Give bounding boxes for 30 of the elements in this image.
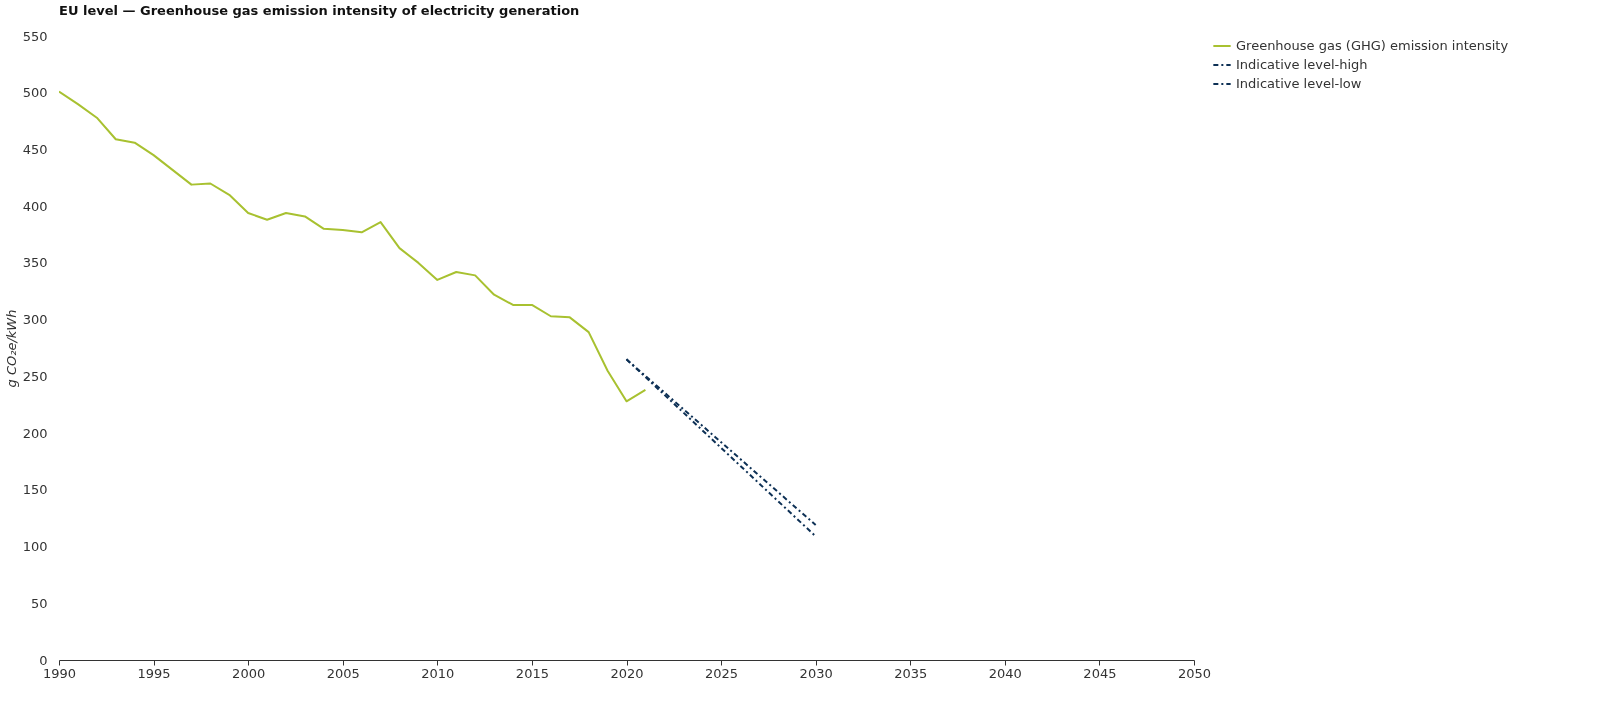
y-tick-label: 450: [22, 141, 48, 157]
y-tick-label: 550: [22, 28, 48, 44]
legend-label: Indicative level-high: [1236, 57, 1368, 72]
y-tick-label: 50: [30, 595, 48, 611]
y-tick-label: 350: [22, 255, 48, 271]
x-tick-label: 2050: [1177, 665, 1212, 681]
x-tick-label: 2005: [326, 665, 360, 681]
x-tick-label: 2020: [610, 665, 644, 681]
chart-title: EU level — Greenhouse gas emission intensity of electricity generation: [59, 3, 580, 18]
x-tick-label: 2000: [232, 665, 266, 681]
y-axis-title: g CO₂e/kWh: [3, 309, 19, 388]
y-tick-label: 500: [22, 85, 48, 101]
legend-label: Indicative level-low: [1236, 76, 1362, 91]
x-tick-label: 2015: [515, 665, 549, 681]
y-tick-label: 100: [22, 539, 48, 555]
x-tick-label: 2035: [894, 665, 928, 681]
x-tick-label: 2025: [705, 665, 739, 681]
y-tick-label: 400: [22, 198, 48, 214]
x-tick-label: 1995: [137, 665, 171, 681]
y-tick-label: 250: [22, 368, 48, 384]
y-tick-label: 200: [22, 425, 48, 441]
x-tick-label: 2010: [421, 665, 455, 681]
y-tick-label: 0: [39, 652, 48, 668]
y-tick-label: 300: [22, 312, 48, 328]
x-tick-label: 2045: [1083, 665, 1117, 681]
x-tick-label: 2040: [988, 665, 1022, 681]
x-tick-label: 1990: [42, 665, 77, 681]
x-tick-label: 2030: [799, 665, 833, 681]
y-tick-label: 150: [22, 482, 48, 498]
legend-label: Greenhouse gas (GHG) emission intensity: [1236, 38, 1509, 53]
